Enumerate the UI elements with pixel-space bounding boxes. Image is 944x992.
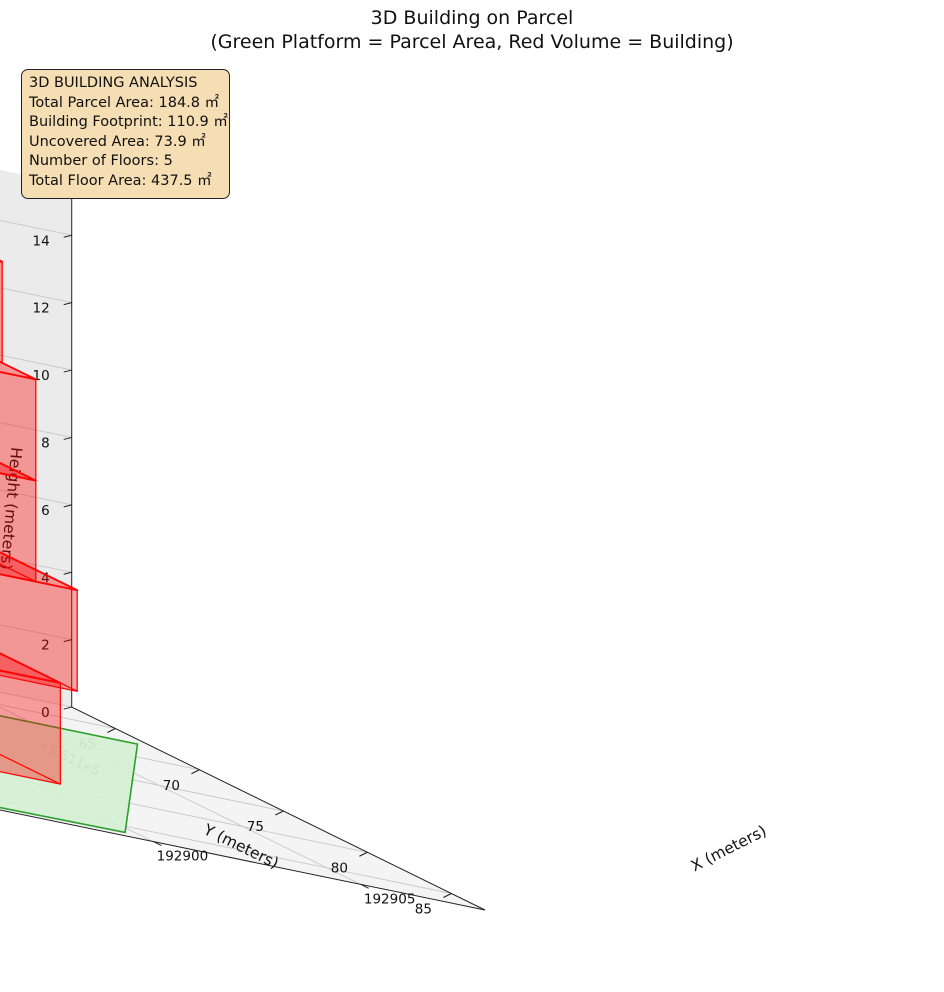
floor-face [0,360,37,381]
info-line-floor-area: Total Floor Area: 437.5 ㎡ [29,172,212,189]
y-tick-label: 75 [247,819,264,835]
building-floor-2 [0,551,79,692]
x-tick-mark [153,841,162,847]
y-tick-mark [107,728,116,733]
building-floor-5 [0,259,4,364]
x-tick-label: 192900 [157,849,209,865]
x-axis-line [0,809,486,911]
z-tick-label: 0 [41,705,50,721]
x-tick-label: 192905 [364,891,416,907]
parcel-platform [0,714,139,834]
chart-title: 3D Building on Parcel [370,7,574,29]
z-tick-mark [63,369,72,373]
x-axis-label: X (meters) [688,822,770,875]
y-tick-mark [275,810,284,816]
info-line-floors: Number of Floors: 5 [29,153,173,170]
x-tick-mark [360,883,369,889]
floor-face [0,259,4,263]
z-tick-mark [63,571,72,575]
z-tick-mark [63,436,72,440]
z-tick-label: 6 [41,503,50,519]
info-line-footprint: Building Footprint: 110.9 ㎡ [29,114,228,131]
z-tick-label: 14 [33,233,50,249]
info-box: 3D BUILDING ANALYSIS Total Parcel Area: … [21,69,230,199]
y-tick-label: 80 [331,860,348,876]
floor-face [0,551,79,592]
building-floor-4 [0,360,37,482]
z-tick-mark [63,706,72,710]
z-tick-mark [63,234,72,238]
y-tick-mark [359,851,368,857]
z-tick-label: 2 [41,638,50,654]
y-tick-mark [191,769,200,775]
grid-line [0,799,452,894]
z-tick-mark [63,504,72,508]
z-tick-label: 4 [41,570,50,586]
info-line-parcel-area: Total Parcel Area: 184.8 ㎡ [29,94,220,111]
grid-line [0,706,361,885]
y-axis-line [71,706,486,911]
z-tick-mark [63,639,72,643]
y-tick-mark [443,893,452,898]
x-tick-label: 192895 [0,806,1,822]
info-line-uncovered: Uncovered Area: 73.9 ㎡ [29,133,206,150]
z-tick-label: 12 [33,301,50,317]
info-heading: 3D BUILDING ANALYSIS [29,75,198,91]
chart-title-block: 3D Building on Parcel (Green Platform = … [0,6,944,54]
y-tick-label: 70 [163,778,180,794]
z-tick-label: 10 [33,368,50,384]
z-tick-label: 8 [41,435,50,451]
chart-subtitle: (Green Platform = Parcel Area, Red Volum… [210,31,734,53]
y-tick-label: 85 [415,902,432,918]
z-tick-mark [63,302,72,306]
